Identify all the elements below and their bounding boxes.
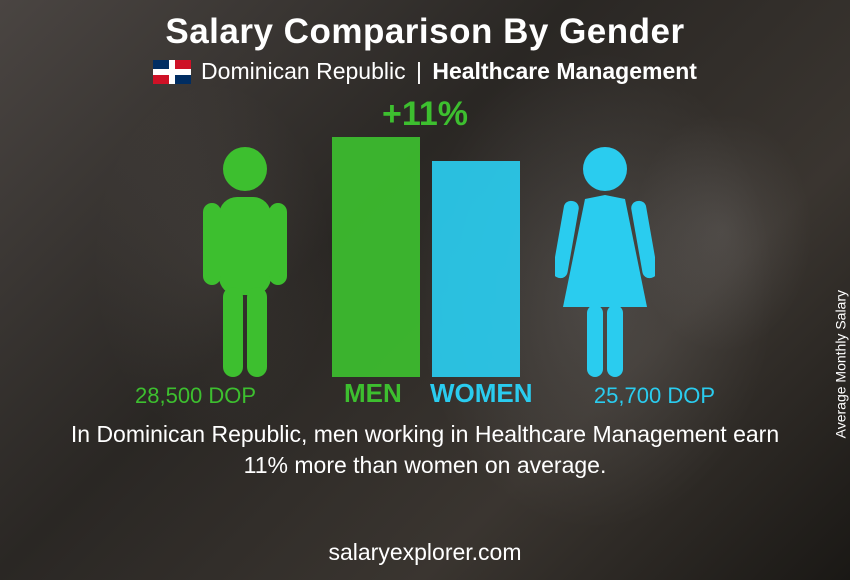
female-salary-bar	[432, 161, 520, 377]
dominican-republic-flag-icon	[153, 60, 191, 84]
summary-text: In Dominican Republic, men working in He…	[0, 419, 850, 481]
page-title: Salary Comparison By Gender	[0, 0, 850, 52]
female-salary-value: 25,700 DOP	[594, 383, 715, 409]
infographic-content: Salary Comparison By Gender Dominican Re…	[0, 0, 850, 580]
country-name: Dominican Republic	[201, 58, 406, 84]
subtitle-row: Dominican Republic | Healthcare Manageme…	[0, 58, 850, 85]
female-figure-icon	[555, 147, 655, 377]
percent-difference-label: +11%	[382, 95, 468, 134]
male-salary-bar	[332, 137, 420, 377]
source-footer: salaryexplorer.com	[0, 539, 850, 566]
y-axis-label: Average Monthly Salary	[832, 290, 848, 438]
male-salary-value: 28,500 DOP	[135, 383, 256, 409]
subtitle-text: Dominican Republic | Healthcare Manageme…	[201, 58, 697, 85]
separator: |	[416, 58, 422, 84]
female-label: WOMEN	[430, 378, 533, 409]
gender-salary-chart: +11% 28,500 DOP MEN	[0, 95, 850, 415]
field-name: Healthcare Management	[432, 58, 697, 84]
male-figure-icon	[195, 147, 295, 377]
male-label: MEN	[344, 378, 402, 409]
